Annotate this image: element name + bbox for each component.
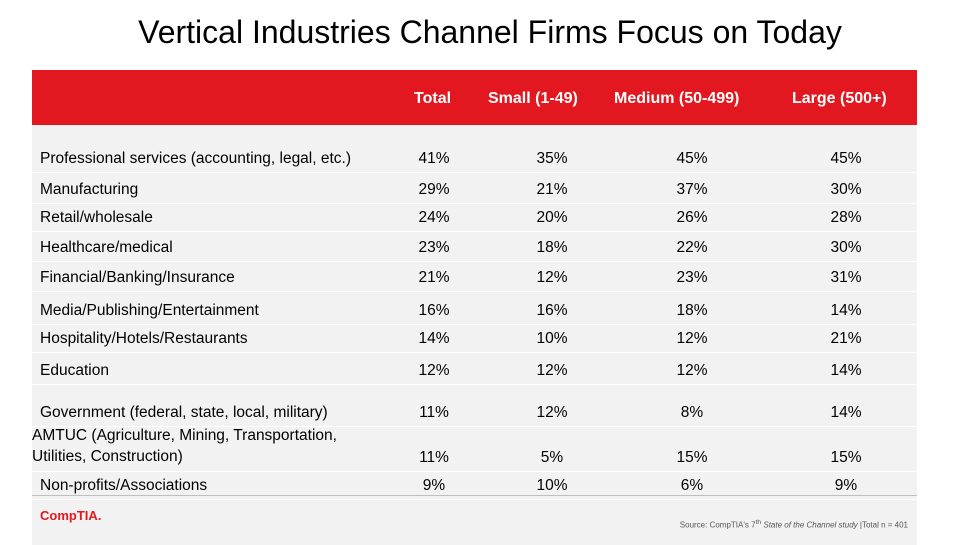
cell-medium: 8%	[680, 404, 704, 421]
cell-small: 18%	[536, 239, 568, 256]
cell-total: 29%	[418, 181, 450, 198]
table-row: Healthcare/medical 23% 18% 22% 30%	[32, 231, 917, 262]
row-label: Media/Publishing/Entertainment	[40, 302, 259, 319]
cell-total: 11%	[419, 404, 449, 421]
cell-small: 20%	[536, 209, 568, 226]
cell-small: 12%	[536, 269, 568, 286]
footer-rule	[32, 495, 917, 496]
cell-medium: 23%	[676, 269, 708, 286]
header-small: Small (1-49)	[488, 90, 578, 107]
row-label: Financial/Banking/Insurance	[40, 269, 235, 286]
row-label: Education	[40, 362, 109, 379]
cell-small: 35%	[536, 150, 568, 167]
table-header: Total Small (1-49) Medium (50-499) Large…	[32, 70, 917, 125]
cell-medium: 45%	[676, 150, 708, 167]
comptia-logo: CompTIA.	[40, 508, 102, 523]
cell-medium: 37%	[676, 181, 708, 198]
cell-large: 21%	[830, 330, 862, 347]
table-row: Education 12% 12% 12% 14%	[32, 352, 917, 385]
cell-large: 30%	[830, 181, 862, 198]
table-row: Financial/Banking/Insurance 21% 12% 23% 31%	[32, 261, 917, 292]
cell-large: 14%	[830, 302, 862, 319]
table-row: Media/Publishing/Entertainment 16% 16% 18% 1…	[32, 291, 917, 325]
cell-small: 5%	[540, 449, 564, 466]
cell-small: 10%	[536, 330, 568, 347]
header-total: Total	[414, 90, 452, 107]
row-label: Healthcare/medical	[40, 239, 173, 256]
row-label: Hospitality/Hotels/Restaurants	[40, 330, 248, 347]
cell-total: 23%	[418, 239, 450, 256]
row-label: Manufacturing	[40, 181, 139, 198]
cell-large: 28%	[830, 209, 862, 226]
industries-table: Total Small (1-49) Medium (50-499) Large…	[32, 70, 917, 545]
cell-medium: 26%	[676, 209, 708, 226]
cell-medium: 6%	[680, 477, 704, 494]
table-body: Professional services (accounting, legal…	[32, 125, 917, 545]
cell-total: 24%	[418, 209, 450, 226]
cell-medium: 12%	[676, 362, 708, 379]
table-row: Hospitality/Hotels/Restaurants 14% 10% 12% 2…	[32, 324, 917, 353]
cell-large: 15%	[830, 449, 862, 466]
source-note: Source: CompTIA's 7th State of the Chann…	[679, 519, 908, 530]
row-label: Non-profits/Associations	[40, 477, 208, 494]
row-label: Professional services (accounting, legal…	[40, 150, 352, 167]
cell-medium: 22%	[676, 239, 708, 256]
row-label: Retail/wholesale	[40, 209, 153, 226]
cell-large: 45%	[830, 150, 862, 167]
table-row: AMTUC (Agriculture, Mining, Transportati…	[32, 426, 917, 472]
row-label: Government (federal, state, local, milit…	[40, 404, 328, 421]
cell-medium: 15%	[676, 449, 708, 466]
cell-total: 11%	[419, 449, 449, 466]
cell-medium: 12%	[676, 330, 708, 347]
table-row: Government (federal, state, local, milit…	[32, 384, 917, 427]
cell-total: 16%	[418, 302, 450, 319]
header-large: Large (500+)	[792, 90, 887, 107]
table-row: Manufacturing 29% 21% 37% 30%	[32, 172, 917, 204]
slide-title: Vertical Industries Channel Firms Focus …	[138, 14, 842, 50]
cell-total: 21%	[418, 269, 450, 286]
table-row: Professional services (accounting, legal…	[32, 125, 917, 173]
cell-large: 14%	[830, 362, 862, 379]
header-medium: Medium (50-499)	[614, 90, 740, 107]
cell-large: 14%	[830, 404, 862, 421]
cell-total: 12%	[418, 362, 450, 379]
cell-medium: 18%	[676, 302, 708, 319]
table-row: Non-profits/Associations 9% 10% 6% 9%	[32, 471, 917, 500]
cell-small: 10%	[536, 477, 568, 494]
cell-total: 9%	[422, 477, 446, 494]
cell-large: 31%	[830, 269, 862, 286]
cell-total: 14%	[418, 330, 450, 347]
cell-small: 12%	[536, 362, 568, 379]
row-label: AMTUC (Agriculture, Mining, Transportati…	[32, 427, 337, 465]
cell-small: 12%	[536, 404, 568, 421]
table-row: Retail/wholesale 24% 20% 26% 28%	[32, 203, 917, 232]
cell-large: 9%	[834, 477, 858, 494]
cell-total: 41%	[418, 150, 450, 167]
cell-large: 30%	[830, 239, 862, 256]
cell-small: 21%	[536, 181, 568, 198]
cell-small: 16%	[536, 302, 568, 319]
